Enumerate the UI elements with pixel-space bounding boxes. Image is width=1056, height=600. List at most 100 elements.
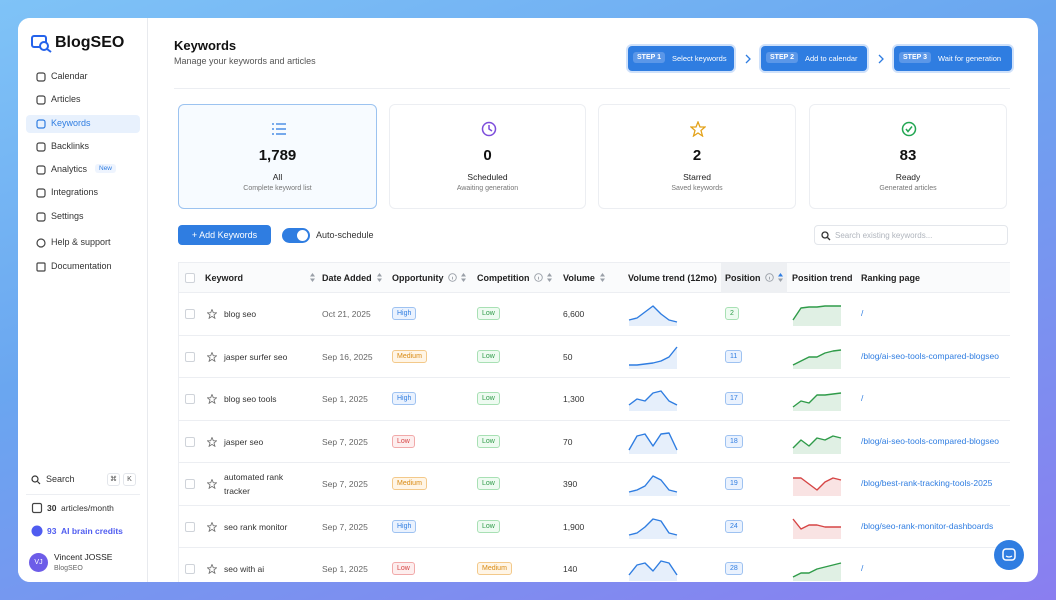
sparkline-area xyxy=(629,306,677,326)
icon-shape xyxy=(461,273,466,277)
icon-shape xyxy=(36,165,46,175)
position-badge: 24 xyxy=(725,519,743,533)
icon-shape xyxy=(31,525,43,537)
keyword[interactable]: blog seo xyxy=(224,309,257,319)
sparkline-area xyxy=(629,476,677,496)
star-button[interactable] xyxy=(207,436,217,447)
row-checkbox[interactable] xyxy=(185,564,195,574)
icon-shape xyxy=(600,278,605,282)
row-checkbox[interactable] xyxy=(185,479,195,489)
stat-icon xyxy=(481,121,496,137)
ranking-page[interactable]: / xyxy=(861,563,864,573)
ranking-page[interactable]: /blog/seo-rank-monitor-dashboards xyxy=(861,520,994,531)
star-button[interactable] xyxy=(207,564,217,574)
keyword[interactable]: jasper seo xyxy=(224,436,264,447)
column-header[interactable]: Competition xyxy=(477,273,530,283)
column-header[interactable]: Position xyxy=(725,273,761,283)
ranking-page[interactable]: / xyxy=(861,393,864,403)
volume: 1,300 xyxy=(563,394,585,404)
help-item[interactable]: Help & support xyxy=(51,237,111,247)
step[interactable]: STEP 3 Wait for generation xyxy=(894,46,1012,71)
volume-trend xyxy=(628,431,678,454)
table-row[interactable] xyxy=(179,421,1010,463)
star-button[interactable] xyxy=(207,309,217,319)
keyword[interactable]: jasper surfer seo xyxy=(224,351,288,362)
star-button[interactable] xyxy=(207,521,217,532)
step[interactable]: STEP 1 Select keywords xyxy=(628,46,734,71)
sidebar-search[interactable]: Search xyxy=(46,474,75,484)
table-row[interactable] xyxy=(179,548,1010,582)
position-badge: 18 xyxy=(725,434,743,448)
stat-sub: Awaiting generation xyxy=(456,185,519,192)
select-all-checkbox[interactable] xyxy=(185,273,195,283)
stat-card[interactable]: 83 Ready Generated articles xyxy=(809,104,1007,209)
sparkline xyxy=(628,517,678,536)
stat-icon xyxy=(901,121,917,137)
column-header[interactable]: Date Added xyxy=(322,273,372,283)
nav-item[interactable]: Integrations xyxy=(51,187,99,197)
table-row[interactable] xyxy=(179,336,1010,378)
sort-icon xyxy=(600,273,605,282)
chat-button[interactable] xyxy=(994,540,1024,570)
row-checkbox[interactable] xyxy=(185,521,195,532)
position-trend xyxy=(792,434,842,454)
ranking-page[interactable]: / xyxy=(861,308,864,318)
step[interactable]: STEP 2 Add to calendar xyxy=(761,46,867,71)
auto-schedule-toggle[interactable] xyxy=(282,228,310,243)
nav-item[interactable]: Calendar xyxy=(51,71,88,81)
stat-icon xyxy=(690,121,706,137)
sparkline xyxy=(628,475,678,493)
nav-badge: New xyxy=(95,164,117,173)
keyword[interactable]: seo with ai xyxy=(224,564,265,574)
help-item[interactable]: Documentation xyxy=(51,261,112,271)
stat-card[interactable]: 2 Starred Saved keywords xyxy=(598,104,796,209)
user-avatar: VJ xyxy=(29,553,48,572)
column-header[interactable]: Volume xyxy=(563,273,595,283)
nav-item[interactable]: Settings xyxy=(51,211,84,221)
sidebar-divider xyxy=(26,494,140,495)
icon-shape xyxy=(461,278,466,282)
icon-shape xyxy=(547,278,552,282)
table-row[interactable] xyxy=(179,293,1010,336)
row-checkbox[interactable] xyxy=(185,351,195,362)
stat-card[interactable]: 0 Scheduled Awaiting generation xyxy=(389,104,586,209)
table-row[interactable] xyxy=(179,463,1010,506)
stat-card[interactable]: 1,789 All Complete keyword list xyxy=(178,104,377,209)
keyword[interactable]: blog seo tools xyxy=(224,394,277,404)
star-button[interactable] xyxy=(207,394,217,404)
ranking-page[interactable]: /blog/ai-seo-tools-compared-blogseo xyxy=(861,350,999,361)
icon-shape xyxy=(207,479,217,489)
nav-item[interactable]: Keywords xyxy=(51,118,91,128)
stat-label: Ready xyxy=(895,172,921,182)
position-badge: 11 xyxy=(725,349,743,363)
nav-item[interactable]: Articles xyxy=(51,94,81,104)
keyword-search[interactable]: Search existing keywords... xyxy=(814,225,1008,245)
star-button[interactable] xyxy=(207,351,217,362)
sparkline-area xyxy=(793,518,841,539)
ranking-page[interactable]: /blog/ai-seo-tools-compared-blogseo xyxy=(861,435,999,446)
column-header[interactable]: Opportunity xyxy=(392,273,444,283)
keyword[interactable]: seo rank monitor xyxy=(224,521,288,532)
table-row[interactable] xyxy=(179,506,1010,548)
stat-icon xyxy=(271,123,286,135)
table-row[interactable] xyxy=(179,378,1010,421)
volume-trend xyxy=(628,560,678,581)
ranking-page[interactable]: /blog/best-rank-tracking-tools-2025 xyxy=(861,478,993,488)
help-icon xyxy=(36,262,46,272)
nav-item[interactable]: Backlinks xyxy=(51,141,90,151)
star-button[interactable] xyxy=(207,479,217,489)
icon-shape xyxy=(547,273,552,277)
nav-item[interactable]: Analytics xyxy=(51,164,88,174)
column-header[interactable]: Keyword xyxy=(205,273,244,283)
icon-shape xyxy=(377,273,382,277)
competition-badge: Medium xyxy=(477,562,512,575)
icon-shape xyxy=(36,188,46,198)
add-keywords-button[interactable]: + Add Keywords xyxy=(178,225,271,245)
row-checkbox[interactable] xyxy=(185,394,195,404)
info-icon xyxy=(448,273,457,282)
row-checkbox[interactable] xyxy=(185,436,195,447)
nav-icon xyxy=(36,165,46,175)
row-checkbox[interactable] xyxy=(185,309,195,319)
keyword[interactable]: automated rank tracker xyxy=(224,472,284,496)
icon-shape xyxy=(901,121,917,137)
